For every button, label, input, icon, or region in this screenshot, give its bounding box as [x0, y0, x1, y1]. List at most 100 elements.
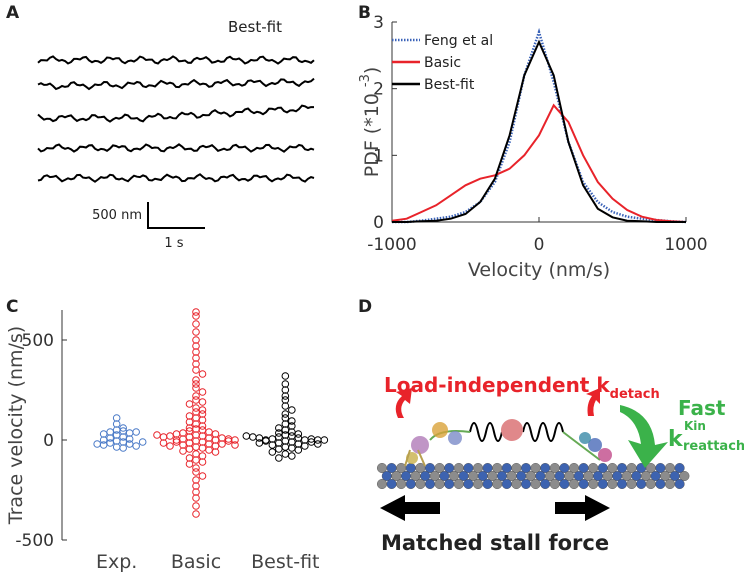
point [192, 366, 200, 374]
x-axis-label: Velocity (nm/s) [468, 259, 610, 281]
point [192, 354, 200, 362]
point [281, 386, 290, 394]
caption: Matched stall force [381, 531, 609, 555]
tubulin [434, 479, 445, 490]
tubulin [405, 479, 416, 490]
tubulin [415, 479, 426, 490]
y-tick-label: 1 [373, 146, 384, 166]
point [281, 392, 290, 400]
y-tick-label: 2 [373, 80, 384, 100]
point [198, 388, 207, 396]
tubulin [453, 479, 464, 490]
point [119, 444, 127, 452]
point [192, 510, 200, 518]
tubulin [530, 479, 541, 490]
point [106, 439, 114, 447]
point [192, 476, 200, 484]
trace [37, 104, 314, 123]
point [185, 400, 194, 408]
point [288, 452, 296, 460]
tubulin [679, 471, 690, 482]
y-tick-label: 500 [22, 331, 54, 351]
tubulin [501, 479, 512, 490]
point [93, 440, 101, 448]
point [288, 417, 296, 425]
y-tick-label: 3 [373, 13, 384, 33]
tubulin [396, 479, 407, 490]
axis [391, 22, 686, 223]
point [294, 446, 303, 454]
legend-label: Basic [424, 55, 461, 71]
trace [37, 143, 315, 153]
point [281, 372, 290, 380]
point [198, 458, 207, 466]
point [198, 410, 207, 418]
point [281, 402, 290, 410]
point [172, 430, 181, 438]
panel-label: A [6, 3, 20, 23]
tubulin [463, 479, 474, 490]
scale-x-label: 1 s [164, 236, 183, 251]
point [198, 452, 207, 460]
point [211, 430, 220, 438]
trace [37, 55, 315, 65]
tubulin [482, 479, 493, 490]
y-tick-label: 0 [43, 431, 54, 451]
trace [37, 77, 315, 91]
tubulin [559, 479, 570, 490]
k-sup: Kin [684, 419, 706, 433]
tubulin [473, 479, 484, 490]
point [153, 431, 161, 439]
tubulin [588, 479, 599, 490]
point [198, 416, 207, 424]
trace [37, 173, 315, 183]
tubulin [674, 463, 685, 474]
point [179, 441, 187, 449]
y-axis-label-base: PDF (*10 [361, 93, 383, 177]
tubulin [607, 479, 618, 490]
point [192, 464, 200, 472]
motor-right [579, 432, 612, 462]
point [192, 376, 200, 384]
tubulin [377, 479, 388, 490]
point [125, 440, 134, 448]
y-tick-label: -500 [15, 531, 54, 551]
tubulin [511, 479, 522, 490]
point [192, 342, 200, 350]
series-line [391, 103, 687, 223]
y-axis-label-close: ) [361, 67, 383, 74]
tubulin [578, 479, 589, 490]
point [275, 454, 283, 462]
point [281, 450, 290, 458]
tubulin [665, 479, 676, 490]
point [125, 435, 134, 443]
point [99, 436, 108, 444]
scale-bar [147, 202, 205, 229]
panel-label: C [6, 297, 18, 317]
point [192, 482, 200, 490]
tubulin [597, 479, 608, 490]
point [166, 442, 174, 450]
x-tick-label: Best-fit [251, 551, 319, 572]
scale-y-label: 500 nm [92, 208, 142, 223]
point [231, 441, 239, 449]
point [281, 380, 290, 388]
point [192, 360, 200, 368]
point [198, 370, 207, 378]
tubulin [636, 479, 647, 490]
legend-label: Feng et al [424, 33, 493, 49]
tubulin [492, 479, 503, 490]
point [192, 392, 200, 400]
point [218, 440, 226, 448]
arrow-left [380, 495, 440, 521]
point [99, 430, 108, 438]
panel-label: B [358, 3, 371, 23]
point [249, 433, 257, 441]
point [231, 436, 239, 444]
tubulin [626, 479, 637, 490]
point [192, 502, 200, 510]
point [192, 396, 200, 404]
fast-label: Fast [678, 396, 726, 420]
k-label: k [668, 427, 684, 452]
